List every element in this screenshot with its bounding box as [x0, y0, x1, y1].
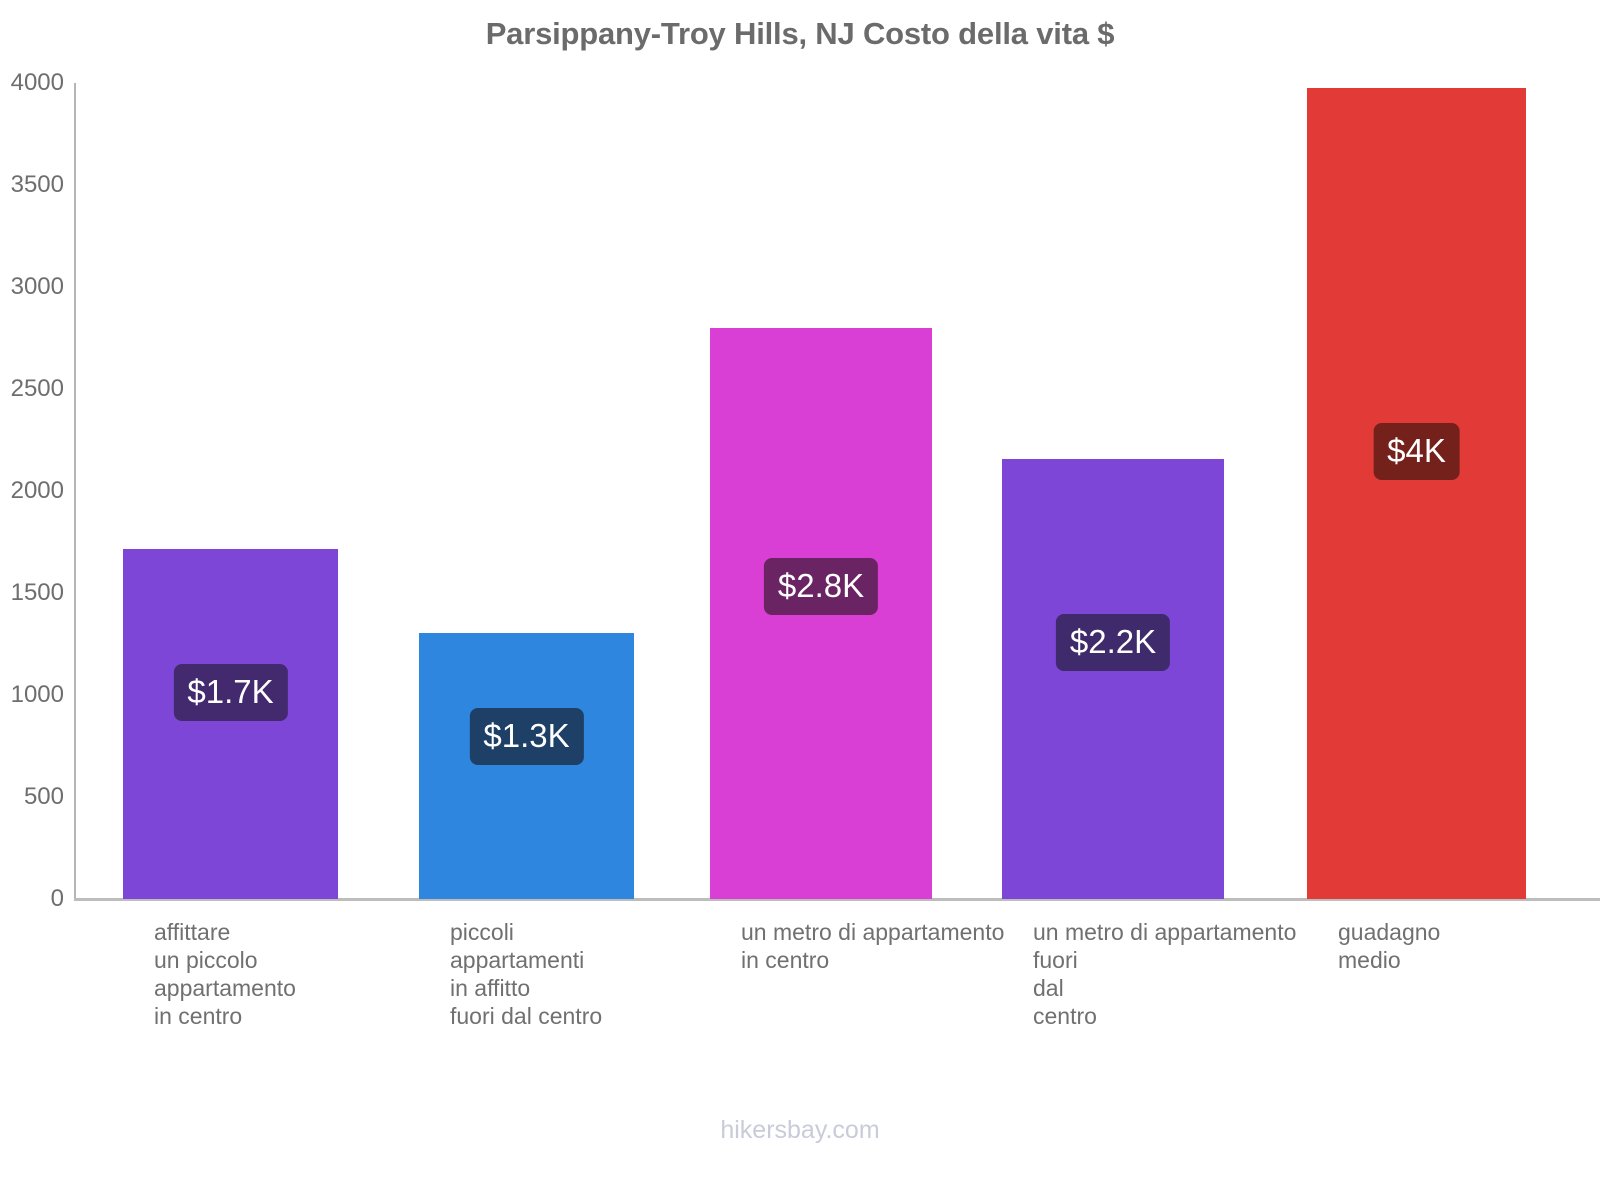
- category-label-line: un piccolo: [154, 947, 258, 973]
- x-axis-category-labels: affittare un piccolo appartamento in centro…: [74, 918, 1600, 1048]
- y-axis-tick-label: 0: [50, 885, 64, 912]
- category-label: un metro di appartamento fuori dal centro: [1033, 918, 1296, 1030]
- category-label-line: in affitto: [450, 975, 531, 1001]
- y-axis-tick-label: 2000: [10, 477, 64, 504]
- category-label-line: piccoli: [450, 919, 514, 945]
- category-label-line: dal: [1033, 975, 1064, 1001]
- bar[interactable]: $1.7K: [123, 549, 338, 899]
- category-label-line: centro: [1033, 1003, 1097, 1029]
- bar-value-label: $1.3K: [469, 707, 584, 765]
- category-label: un metro di appartamento in centro: [741, 918, 1004, 974]
- category-label: affittare un piccolo appartamento in centro: [154, 918, 296, 1030]
- y-axis-tick-labels: 0 500 1000 1500 2000 2500 3000 3500 4000: [0, 69, 64, 912]
- category-label-line: un metro di appartamento: [741, 919, 1005, 945]
- category-label-line: in centro: [154, 1003, 243, 1029]
- category-label-line: in centro: [741, 947, 830, 973]
- y-axis-tick-label: 2500: [10, 375, 64, 402]
- y-axis-tick-label: 4000: [10, 69, 64, 96]
- chart-title: Parsippany-Troy Hills, NJ Costo della vi…: [485, 16, 1115, 51]
- y-axis-tick-label: 1500: [10, 579, 64, 606]
- y-axis-tick-label: 500: [23, 783, 64, 810]
- bar-value-label: $2.2K: [1055, 614, 1171, 672]
- footer-watermark: hikersbay.com: [720, 1116, 880, 1144]
- bar-value-label: $1.7K: [173, 664, 288, 722]
- plot-area: $1.7K $1.3K $2.8K $2.2K $4K: [74, 83, 1574, 899]
- x-axis-baseline: [74, 898, 1600, 901]
- category-label-line: fuori dal centro: [450, 1003, 603, 1029]
- bar[interactable]: $4K: [1307, 88, 1526, 899]
- category-label: guadagno medio: [1338, 918, 1440, 974]
- category-label: piccoli appartamenti in affitto fuori dal c…: [450, 918, 602, 1030]
- bar-value-label: $2.8K: [763, 557, 879, 615]
- bar[interactable]: $2.8K: [710, 327, 932, 899]
- y-axis-tick-label: 3500: [10, 171, 64, 198]
- bar[interactable]: $2.2K: [1002, 459, 1224, 899]
- y-axis-line: [74, 83, 76, 899]
- bar-value-label: $4K: [1373, 423, 1460, 481]
- category-label-line: appartamenti: [450, 947, 585, 973]
- category-label-line: appartamento: [154, 975, 296, 1001]
- y-axis-tick-label: 3000: [10, 273, 64, 300]
- y-axis-tick-label: 1000: [10, 681, 64, 708]
- category-label-line: un metro di appartamento: [1033, 919, 1297, 945]
- category-label-line: medio: [1338, 947, 1401, 973]
- category-label-line: fuori: [1033, 947, 1078, 973]
- category-label-line: affittare: [154, 919, 231, 945]
- bar[interactable]: $1.3K: [419, 632, 634, 899]
- category-label-line: guadagno: [1338, 919, 1441, 945]
